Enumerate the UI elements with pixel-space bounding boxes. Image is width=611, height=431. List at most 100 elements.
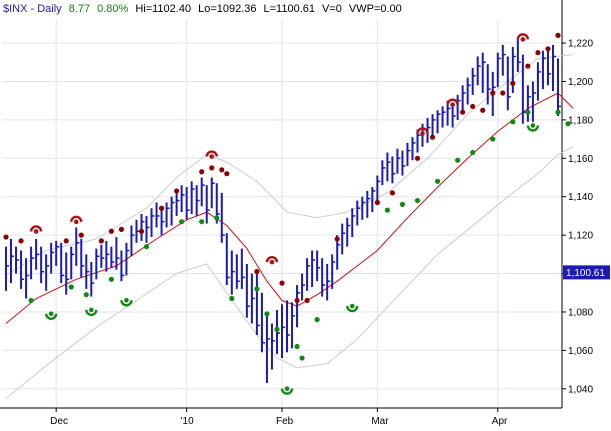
swing-low-dot: [89, 307, 94, 313]
price-bar: [446, 100, 451, 126]
swing-low-arc: [346, 305, 359, 313]
price-bar: [185, 187, 190, 220]
price-bar: [65, 252, 70, 295]
swing-high-dot: [269, 259, 275, 265]
high-value: Hi=1102.40: [135, 3, 192, 15]
high-dot: [294, 297, 300, 304]
price-bar: [501, 44, 506, 76]
swing-low-arc: [85, 309, 98, 317]
price-bar: [286, 300, 291, 353]
high-dot: [224, 171, 230, 177]
price-bar: [456, 94, 461, 120]
price-bar: [40, 246, 45, 284]
high-dot: [460, 109, 466, 115]
high-dot: [174, 188, 180, 194]
price-bar: [401, 150, 406, 176]
high-dot: [535, 50, 541, 56]
price-bar: [331, 254, 336, 289]
price-bar: [25, 258, 30, 299]
price-bar: [386, 152, 391, 182]
lower-band-line: [5, 146, 574, 399]
price-bar: [30, 246, 35, 280]
x-tick-label: Dec: [50, 416, 68, 427]
high-dot: [78, 232, 84, 238]
price-bar: [441, 106, 446, 128]
price-bar: [546, 46, 551, 86]
price-bar: [496, 52, 501, 88]
low-dot: [199, 219, 205, 225]
swing-low-arc: [120, 300, 133, 307]
price-bar: [130, 225, 135, 257]
y-tick-label: 1,180: [568, 115, 593, 126]
y-tick-label: 1,060: [568, 346, 593, 357]
swing-high-dot: [33, 229, 39, 234]
symbol-label: $INX - Daily: [3, 3, 62, 15]
swing-low-marker: [346, 303, 359, 313]
price-bar: [85, 254, 90, 289]
price-bar: [240, 248, 245, 289]
high-dot: [209, 165, 215, 171]
low-dot: [565, 121, 571, 127]
price-bar: [406, 142, 411, 166]
price-bar: [205, 185, 210, 224]
price-bar: [170, 196, 175, 226]
low-dot: [314, 317, 320, 323]
swing-low-marker: [120, 297, 133, 307]
price-bar: [396, 148, 401, 174]
price-bar: [371, 187, 376, 213]
price-bar: [230, 250, 235, 295]
price-bar: [376, 175, 381, 203]
price-bar: [115, 237, 120, 270]
low-dot: [229, 295, 235, 302]
low-dot: [299, 355, 305, 361]
volume-value: V=0: [322, 3, 342, 15]
swing-low-dot: [530, 123, 536, 128]
swing-high-arc: [70, 215, 83, 223]
swing-high-dot: [209, 154, 215, 159]
high-dot: [118, 226, 125, 232]
low-dot: [274, 326, 280, 332]
swing-low-dot: [48, 311, 54, 317]
swing-high-arc: [516, 33, 530, 40]
price-bar: [55, 240, 60, 266]
low-dot: [294, 343, 300, 350]
low-dot: [399, 201, 406, 207]
last-price-tag-bg: [563, 265, 610, 280]
price-bar: [381, 160, 386, 186]
price-bar: [461, 85, 466, 113]
low-dot: [470, 149, 476, 156]
price-bar: [75, 227, 80, 266]
x-tick-label: Apr: [492, 416, 508, 427]
swing-high-dot: [73, 219, 79, 225]
price-bar: [175, 190, 180, 216]
price-bar: [120, 250, 125, 282]
price-bar: [165, 202, 170, 228]
price-bar: [255, 271, 260, 336]
swing-low-dot: [284, 386, 290, 391]
high-dot: [18, 238, 24, 244]
price-bar: [486, 64, 491, 105]
price-bar: [250, 273, 255, 324]
high-dot: [138, 228, 145, 234]
high-dot: [389, 190, 395, 196]
price-bar: [275, 310, 280, 355]
x-tick-label: Feb: [276, 416, 294, 427]
high-dot: [374, 199, 380, 206]
high-dot: [414, 155, 421, 161]
high-dot: [500, 90, 506, 96]
low-dot: [555, 109, 561, 115]
low-dot: [143, 244, 150, 250]
price-bar: [225, 233, 230, 286]
low-dot: [510, 119, 516, 125]
high-dot: [334, 236, 340, 242]
price-bar: [471, 68, 476, 95]
price-bar: [536, 62, 541, 101]
upper-band-line: [5, 54, 574, 276]
price-bar: [541, 50, 546, 90]
low-dot: [179, 219, 185, 225]
low-dot: [264, 311, 270, 317]
price-bar: [356, 200, 361, 226]
price-bar: [466, 77, 471, 105]
high-dot: [304, 297, 310, 304]
price-bar: [481, 52, 486, 93]
